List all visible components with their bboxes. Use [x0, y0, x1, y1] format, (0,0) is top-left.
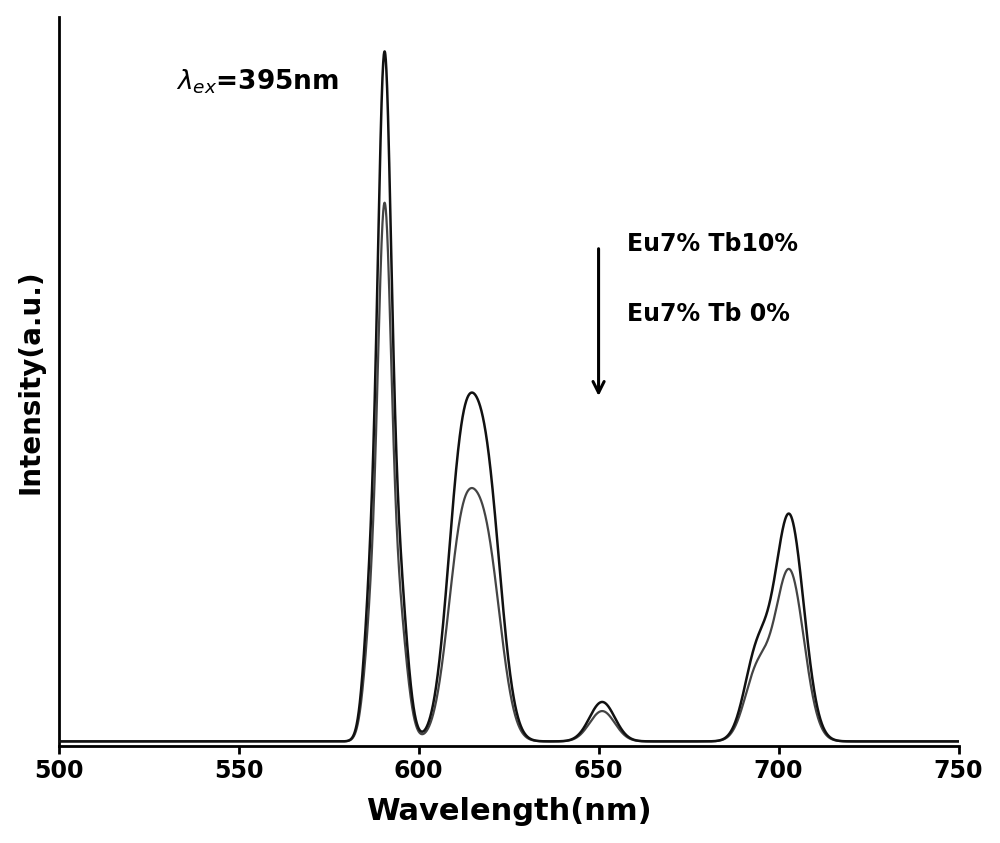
- X-axis label: Wavelength(nm): Wavelength(nm): [366, 797, 651, 826]
- Y-axis label: Intensity(a.u.): Intensity(a.u.): [17, 269, 45, 494]
- Text: $\lambda_{ex}$=395nm: $\lambda_{ex}$=395nm: [176, 67, 339, 96]
- Text: Eu7% Tb 0%: Eu7% Tb 0%: [627, 302, 790, 325]
- Text: Eu7% Tb10%: Eu7% Tb10%: [627, 232, 798, 256]
